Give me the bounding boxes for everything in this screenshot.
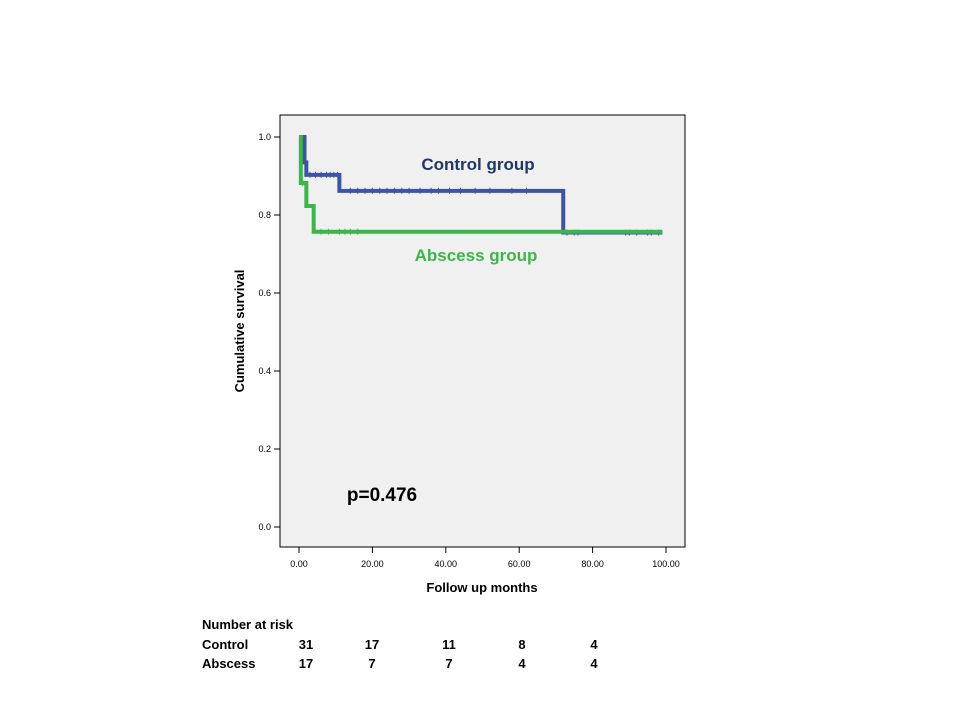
- x-tick-label: 0.00: [290, 559, 308, 569]
- abscess-group-survival-line: [298, 135, 663, 234]
- abscess-group-label: Abscess group: [415, 246, 538, 265]
- risk-cell: 7: [445, 656, 453, 671]
- risk-cell: 17: [364, 637, 380, 652]
- survival-curves: [298, 135, 663, 236]
- risk-cell: 8: [518, 637, 526, 652]
- risk-table-title: Number at risk: [202, 617, 294, 632]
- risk-cell: 31: [298, 637, 314, 652]
- control-group-survival-line: [299, 135, 663, 235]
- x-tick-label: 40.00: [435, 559, 458, 569]
- number-at-risk-table: Number at risk Control 31 17 11 8 4 Absc…: [202, 618, 622, 674]
- y-tick-label: 1.0: [258, 132, 271, 142]
- risk-row-abscess-label: Abscess: [202, 656, 256, 671]
- x-tick-label: 80.00: [581, 559, 604, 569]
- y-tick-label: 0.2: [258, 444, 271, 454]
- x-axis-ticks: 0.00 20.00 40.00 60.00 80.00 100.00: [290, 547, 680, 569]
- y-tick-label: 0.8: [258, 210, 271, 220]
- risk-cell: 4: [590, 656, 598, 671]
- y-axis-ticks: 0.0 0.2 0.4 0.6 0.8 1.0: [258, 132, 280, 532]
- risk-cell: 4: [518, 656, 526, 671]
- x-tick-label: 60.00: [508, 559, 531, 569]
- y-tick-label: 0.4: [258, 366, 271, 376]
- plot-area: [279, 114, 686, 548]
- risk-cell: 11: [442, 637, 456, 652]
- risk-row-control-label: Control: [202, 637, 249, 652]
- risk-cell: 7: [368, 656, 376, 671]
- y-axis-title: Cumulative survival: [232, 270, 247, 393]
- y-tick-label: 0.0: [258, 522, 271, 532]
- y-tick-label: 0.6: [258, 288, 271, 298]
- x-tick-label: 20.00: [361, 559, 384, 569]
- risk-cell: 4: [590, 637, 598, 652]
- control-group-label: Control group: [421, 155, 534, 174]
- p-value-label: p=0.476: [347, 485, 417, 506]
- x-tick-label: 100.00: [652, 559, 680, 569]
- x-axis-title: Follow up months: [426, 580, 537, 595]
- risk-cell: 17: [298, 656, 314, 671]
